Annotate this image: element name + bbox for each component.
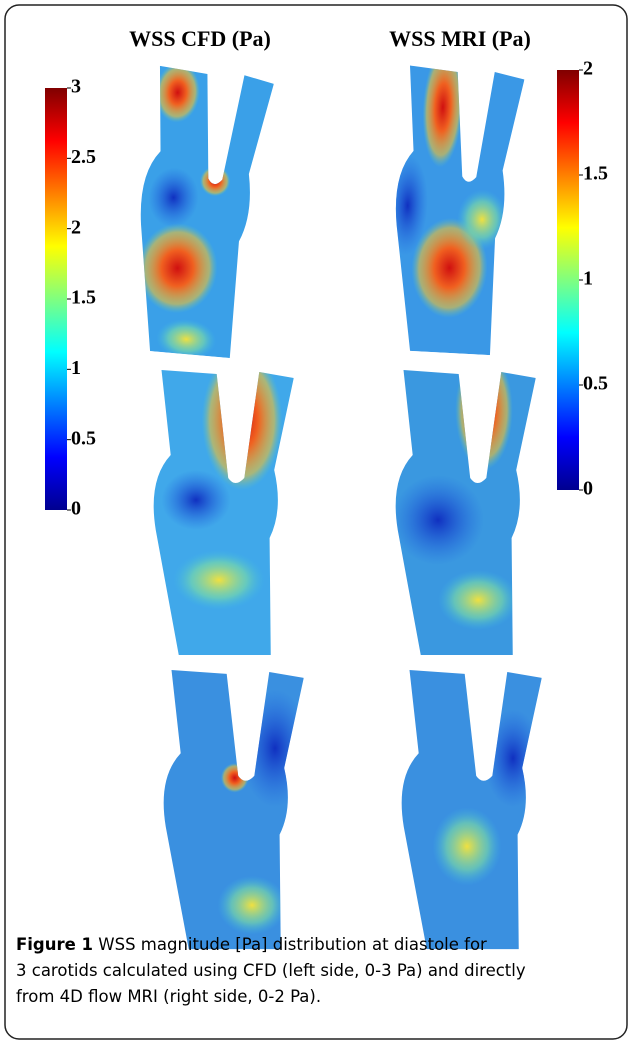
caption-line: from 4D flow MRI (right side, 0-2 Pa). (16, 987, 321, 1006)
right-title: WSS MRI (Pa) (389, 26, 531, 51)
colorbar-label: 1 (583, 268, 593, 290)
colorbar-right (557, 70, 579, 490)
colorbar-label: 0 (71, 498, 81, 520)
caption-line: Figure 1 WSS magnitude [Pa] distribution… (16, 935, 487, 954)
colorbar-left (45, 88, 67, 510)
colorbar-label: 2 (583, 58, 593, 80)
left-title: WSS CFD (Pa) (129, 26, 271, 51)
caption-label: Figure 1 (16, 935, 93, 954)
caption-line: 3 carotids calculated using CFD (left si… (16, 961, 526, 980)
colorbar-label: 2.5 (71, 146, 96, 168)
colorbar-label: 0.5 (71, 427, 96, 449)
colorbar-label: 0.5 (583, 373, 608, 395)
frame (4, 4, 628, 1040)
colorbar-label: 2 (71, 216, 81, 238)
colorbar-label: 1 (71, 357, 81, 379)
colorbar-label: 1.5 (71, 287, 96, 309)
caption-text: WSS magnitude [Pa] distribution at diast… (98, 935, 487, 954)
colorbar-label: 3 (71, 76, 81, 98)
colorbar-label: 1.5 (583, 163, 608, 185)
colorbar-label: 0 (583, 478, 593, 500)
